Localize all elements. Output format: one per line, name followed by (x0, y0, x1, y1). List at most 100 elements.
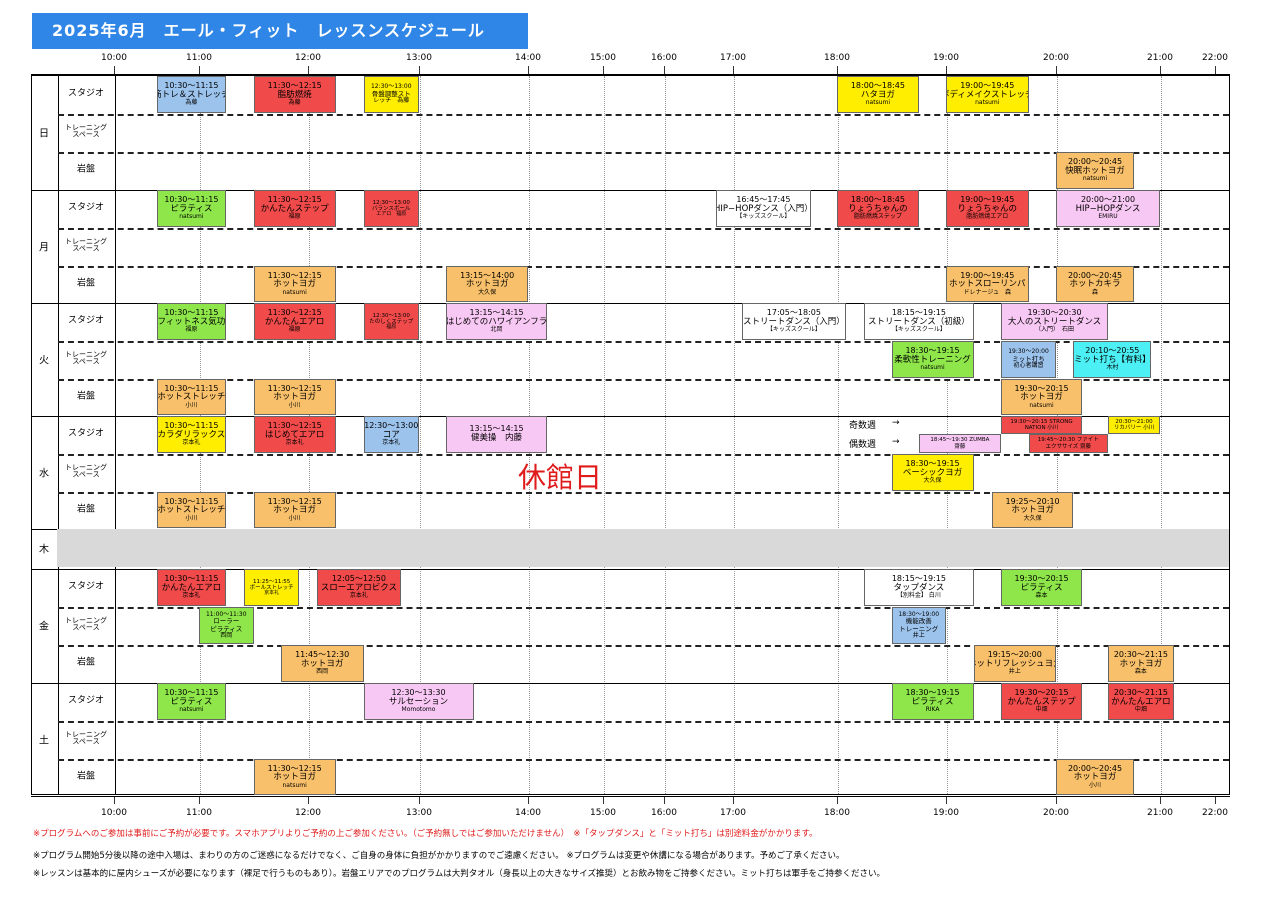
lesson-block[interactable]: 11:30〜12:15 脂肪燃焼 為藤 (253, 76, 336, 113)
lesson-block[interactable]: 10:30〜11:15 フィットネス気功 福原 (156, 303, 227, 340)
lesson-instructor: natsumi (282, 781, 307, 789)
lesson-block[interactable]: 19:45〜20:30 ファイト エクササイズ 齋藤 (1028, 434, 1108, 453)
lesson-time: 13:15〜14:15 (469, 424, 524, 434)
time-tick-mark (733, 66, 734, 74)
lesson-block[interactable]: 19:25〜20:10 ホットヨガ 大久保 (991, 492, 1074, 528)
lesson-block[interactable]: 19:30〜20:15 ピラティス 森本 (1001, 569, 1082, 606)
lesson-block[interactable]: 18:30〜19:15 ピラティス RIKA (891, 683, 974, 720)
hour-gridline (665, 76, 667, 794)
lesson-block[interactable]: 18:00〜18:45 ハタヨガ natsumi (837, 76, 919, 113)
row-divider (58, 492, 1229, 494)
lesson-name: ホットヨガ (1011, 505, 1054, 516)
lesson-instructor: 福原 (288, 213, 301, 221)
lesson-block[interactable]: 20:30〜21:15 ホットヨガ 森本 (1108, 645, 1174, 682)
lesson-block[interactable]: 19:15〜20:00ホットリフレッシュヨガ井上 (973, 645, 1056, 682)
lesson-name: サルセーション (388, 696, 449, 707)
lesson-time: 11:30〜12:15 (267, 421, 322, 431)
lesson-time: 10:30〜11:15 (164, 383, 219, 393)
row-label-studio: スタジオ (67, 428, 105, 439)
lesson-block[interactable]: 20:00〜21:00 HIP−HOPダンス EMIRU (1056, 190, 1160, 227)
lesson-name: リカバリー 小川 (1113, 425, 1155, 431)
lesson-block[interactable]: 20:00〜20:45 ホットヨガ 小川 (1056, 759, 1134, 795)
lesson-time: 20:30〜21:15 (1113, 650, 1168, 660)
time-tick-label: 21:00 (1147, 53, 1173, 63)
lesson-block[interactable]: 18:30〜19:00 機能改善 トレーニング 井上 (891, 607, 946, 644)
lesson-time: 20:30〜21:15 (1113, 688, 1168, 698)
lesson-block[interactable]: 16:45〜17:45 HIP−HOPダンス（入門） 【キッズスクール】 (715, 190, 811, 227)
lesson-name: ボールストレッチ (249, 584, 294, 591)
lesson-time: 18:30〜19:00 (898, 610, 940, 618)
lesson-block[interactable]: 11:30〜12:15 ホットヨガ 小川 (253, 379, 336, 415)
lesson-block[interactable]: 11:30〜12:15 かんたんステップ 福原 (253, 190, 336, 227)
lesson-block[interactable]: 12:30〜13:00 骨盤調整スト レッチ 為藤 (363, 76, 419, 113)
lesson-block[interactable]: 17:05〜18:05 ストリートダンス（入門） 【キッズスクール】 (741, 303, 847, 340)
lesson-block[interactable]: 10:30〜11:15 ピラティス natsumi (156, 190, 227, 227)
lesson-block[interactable]: 18:30〜19:15 ベーシックヨガ 大久保 (891, 454, 974, 491)
lesson-name: HIP−HOPダンス (1075, 203, 1141, 214)
day-divider (32, 416, 1229, 417)
lesson-block[interactable]: 10:30〜11:15 ピラティス natsumi (156, 683, 227, 720)
lesson-block[interactable]: 18:15〜19:15 タップダンス 【別料金】 白川 (864, 569, 974, 606)
lesson-block[interactable]: 10:30〜11:15 筋トレ＆ストレッチ 為藤 (156, 76, 227, 113)
lesson-block[interactable]: 20:30〜21:15 かんたんエアロ 中畑 (1108, 683, 1174, 720)
lesson-block[interactable]: 19:00〜19:45 ホットスローリンパ ドレナージュ 森 (946, 266, 1029, 302)
time-tick-label: 20:00 (1043, 53, 1069, 63)
lesson-block[interactable]: 19:30〜20:30 大人のストリートダンス （入門） 石田 (1001, 303, 1108, 340)
lesson-block[interactable]: 12:30〜13:00 たのしくステップ 福原 (363, 303, 419, 340)
row-divider (58, 454, 1229, 456)
lesson-time: 20:00〜20:45 (1067, 763, 1123, 773)
lesson-block[interactable]: 10:30〜11:15 ホットストレッチ 小川 (156, 379, 227, 415)
row-label-studio: スタジオ (67, 695, 105, 706)
lesson-block[interactable]: 18:00〜18:45 りょうちゃんの 脂肪燃焼ステップ (837, 190, 919, 227)
lesson-block[interactable]: 13:15〜14:15 健美操 内藤 (446, 416, 547, 453)
lesson-time: 12:30〜13:00 (372, 312, 410, 319)
lesson-block[interactable]: 19:00〜19:45 りょうちゃんの 脂肪燃焼エアロ (946, 190, 1029, 227)
lesson-instructor: natsumi (865, 99, 891, 107)
lesson-block[interactable]: 18:45〜19:30 ZUMBA 齋藤 (918, 434, 1001, 453)
time-tick-mark (308, 66, 309, 74)
axis-baseline (31, 796, 1230, 797)
lesson-name: 脂肪燃焼 (277, 89, 312, 100)
lesson-block[interactable]: 20:00〜20:45 快眠ホットヨガ natsumi (1056, 152, 1134, 189)
lesson-block[interactable]: 10:30〜11:15 カラダリラックス 京本礼 (156, 416, 227, 453)
lesson-block[interactable]: 10:30〜11:15 ホットストレッチ 小川 (156, 492, 227, 528)
lesson-block[interactable]: 11:25〜11:55 ボールストレッチ 京本礼 (244, 569, 299, 606)
lesson-block[interactable]: 18:30〜19:15 柔軟性トレーニング natsumi (891, 341, 974, 378)
lesson-time: 20:10〜20:55 (1085, 346, 1140, 356)
lesson-block[interactable]: 11:00〜11:30 ローラー ピラティス 西岡 (199, 607, 254, 644)
lesson-block[interactable]: 11:30〜12:15 ホットヨガ 小川 (253, 492, 336, 528)
lesson-block[interactable]: 11:30〜12:15 ホットヨガ natsumi (253, 759, 336, 795)
lesson-time: 20:00〜20:45 (1067, 270, 1123, 280)
lesson-block[interactable]: 19:30〜20:15 ホットヨガ natsumi (1001, 379, 1082, 415)
lesson-instructor: 中畑 (1035, 706, 1048, 714)
lesson-block[interactable]: 12:30〜13:30 サルセーション Momotomo (363, 683, 474, 720)
lesson-block[interactable]: 20:30〜21:00 リカバリー 小川 (1108, 416, 1160, 434)
lesson-block[interactable]: 11:30〜12:15 ホットヨガ natsumi (253, 266, 336, 302)
lesson-block[interactable]: 11:30〜12:15 かんたんエアロ 福原 (253, 303, 336, 340)
lesson-block[interactable]: 20:10〜20:55 ミット打ち【有料】 木村 (1073, 341, 1152, 378)
lesson-block[interactable]: 12:30〜13:00 バランスボール エアロ 福原 (363, 190, 419, 227)
lesson-block[interactable]: 12:30〜13:00 コア 京本礼 (363, 416, 419, 453)
lesson-block[interactable]: 20:00〜20:45 ホットカキラ森 (1056, 266, 1134, 302)
lesson-block[interactable]: 11:30〜12:15 はじめてエアロ 京本礼 (253, 416, 336, 453)
lesson-block[interactable]: 19:30〜20:00 ミット打ち 初心者講習 (1001, 341, 1056, 378)
time-tick-label: 20:00 (1043, 808, 1069, 818)
day-divider (32, 190, 1229, 191)
lesson-block[interactable]: 11:45〜12:30 ホットヨガ 西岡 (280, 645, 364, 682)
lesson-block[interactable]: 19:00〜19:45ボディメイクストレッチnatsumi (946, 76, 1029, 113)
hour-gridline (420, 76, 422, 794)
lesson-instructor: EMIRU (1098, 213, 1118, 221)
lesson-time: 10:30〜11:15 (164, 81, 219, 91)
lesson-time: 18:45〜19:30 ZUMBA (930, 437, 990, 444)
time-tick-mark (946, 66, 947, 74)
time-tick-label: 14:00 (515, 808, 541, 818)
lesson-block[interactable]: 13:15〜14:00 ホットヨガ 大久保 (446, 266, 528, 302)
lesson-block[interactable]: 12:05〜12:50 スローエアロビクス 京本礼 (317, 569, 401, 606)
lesson-block[interactable]: 19:30〜20:15 かんたんステップ 中畑 (1001, 683, 1082, 720)
lesson-block[interactable]: 10:30〜11:15 かんたんエアロ 京本礼 (156, 569, 227, 606)
lesson-block[interactable]: 18:15〜19:15 ストリートダンス（初級） 【キッズスクール】 (864, 303, 974, 340)
lesson-block[interactable]: 19:30〜20:15 STRONG NATION 小川 (1001, 416, 1082, 434)
time-tick-mark (603, 66, 604, 74)
lesson-block[interactable]: 13:15〜14:15 はじめてのハワイアンフラ 北岡 (446, 303, 547, 340)
row-label-ganban: 岩盤 (76, 390, 96, 401)
